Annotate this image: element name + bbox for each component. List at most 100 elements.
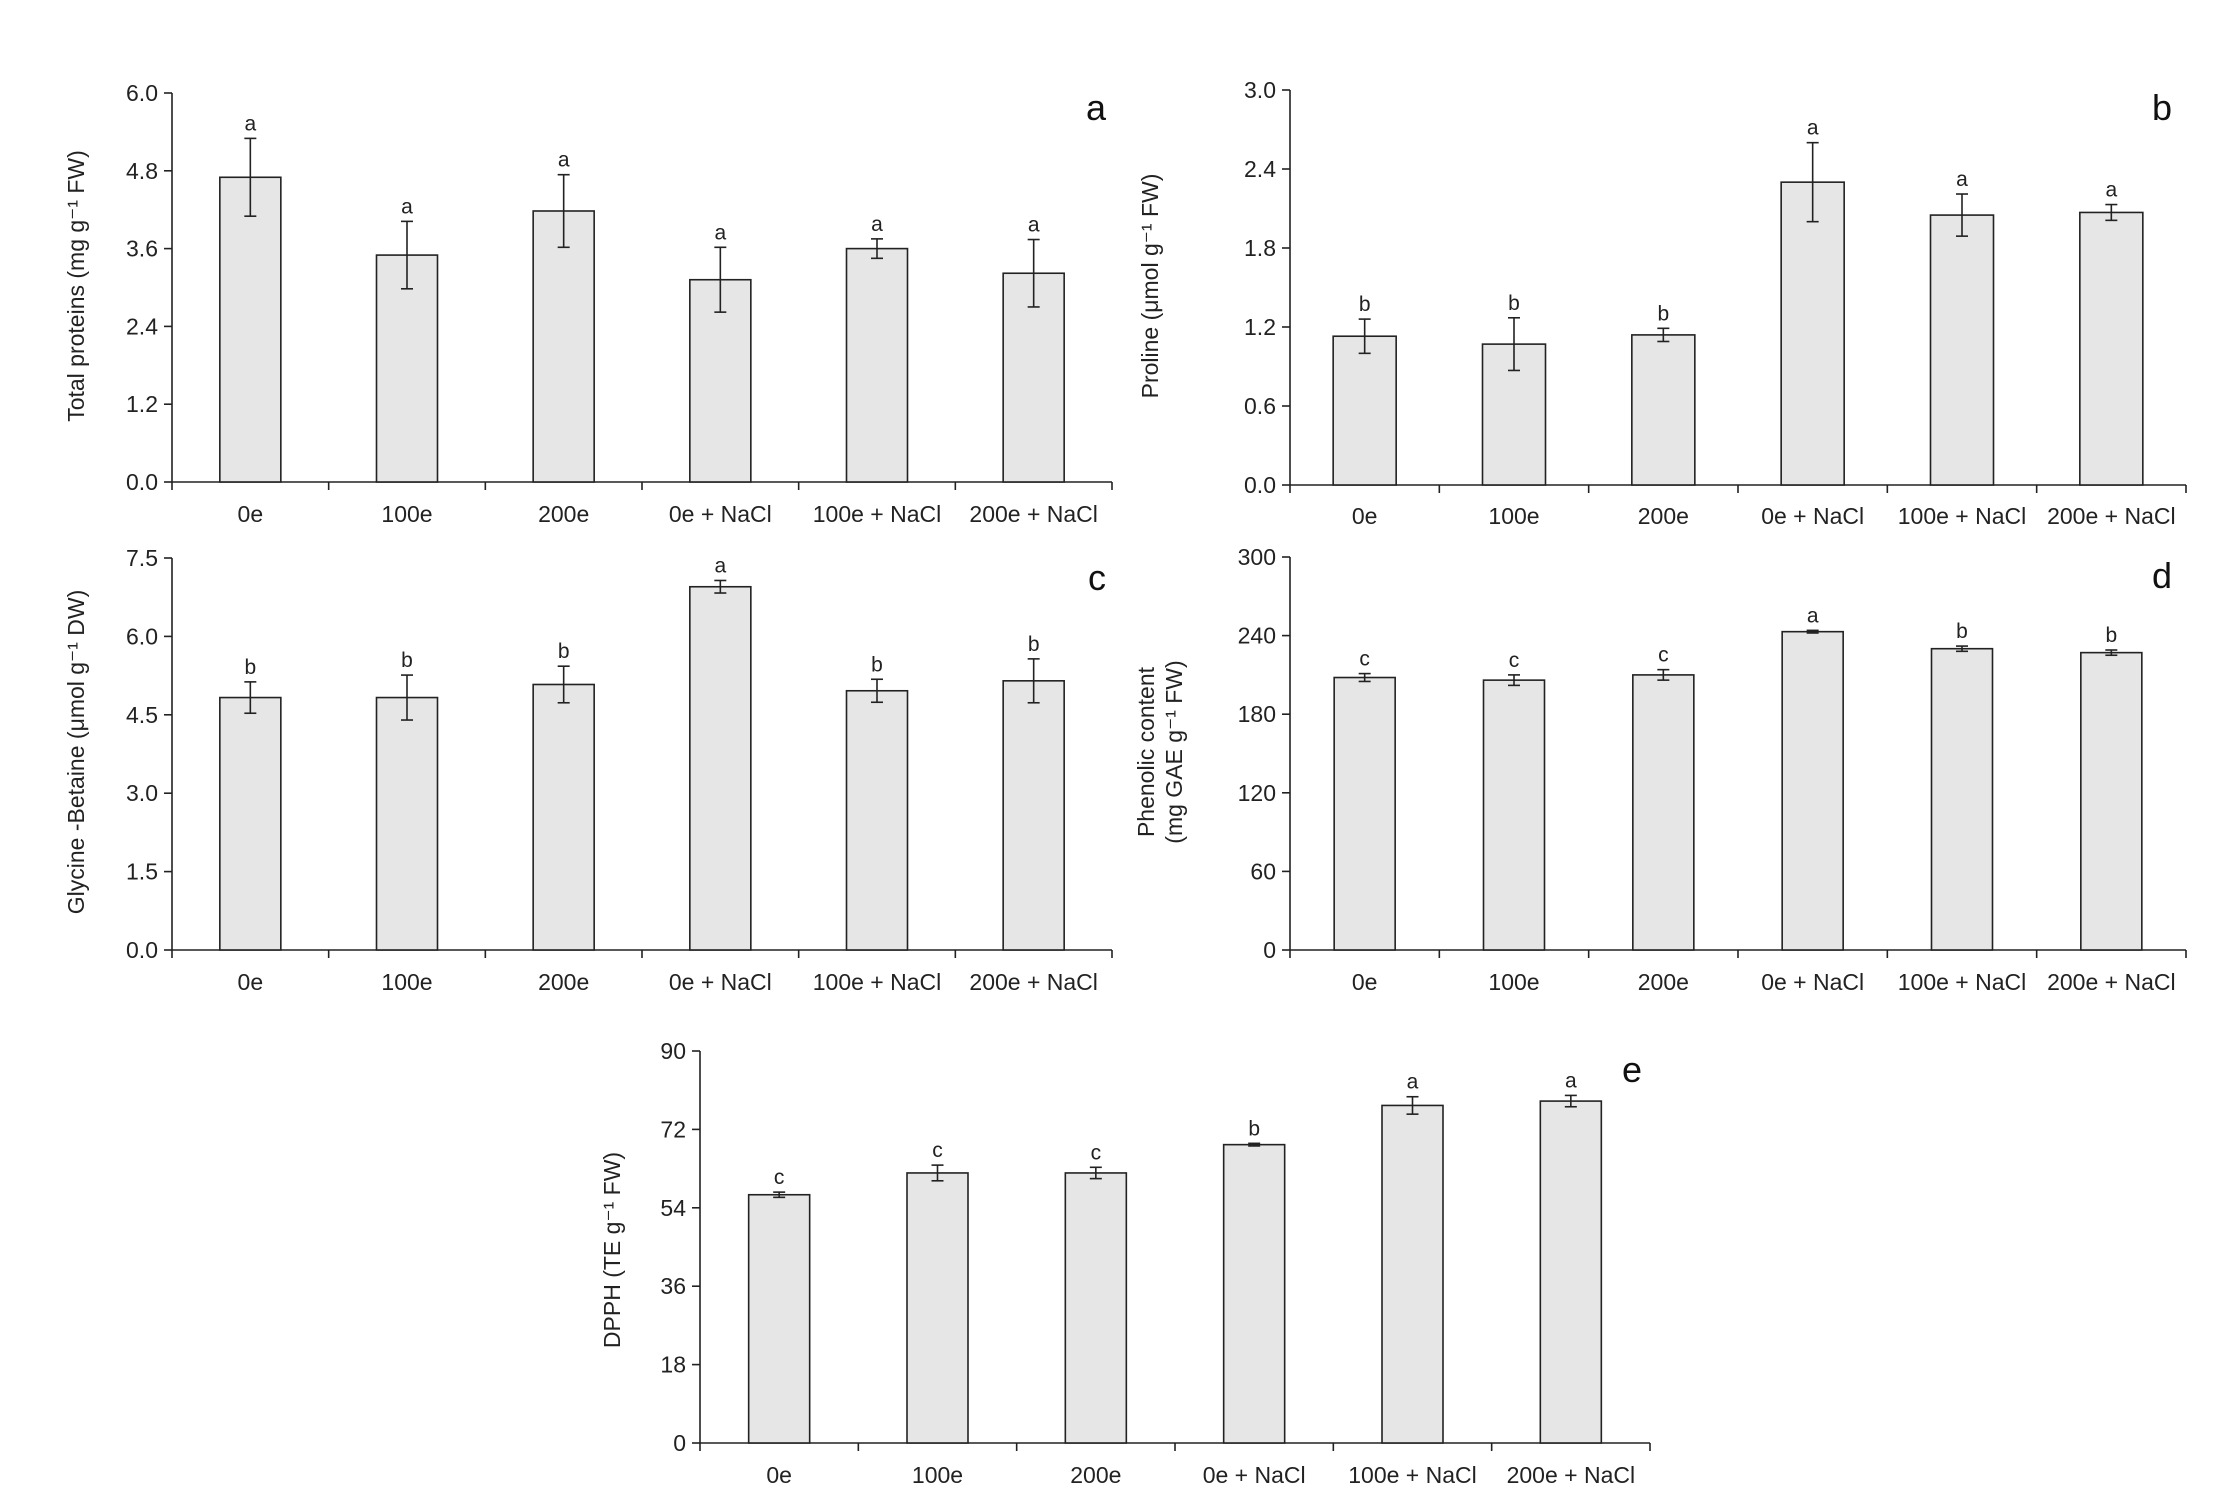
panel-label: e — [1622, 1049, 1642, 1090]
significance-letter: c — [1658, 644, 1669, 667]
y-tick-label: 0 — [673, 1430, 686, 1456]
bar — [1929, 214, 1995, 486]
y-axis-title: Total proteins (mg g⁻¹ FW) — [63, 150, 89, 422]
category-label: 0e + NaCl — [669, 501, 772, 527]
category-label: 0e — [1352, 503, 1378, 529]
y-tick-label: 18 — [660, 1352, 686, 1378]
bar — [1930, 647, 1994, 951]
category-label: 100e + NaCl — [1898, 503, 2027, 529]
bar — [219, 696, 282, 951]
panel-b-chart: 0.0 0.6 1.2 1.8 2.4 3.0 b 0e b 100e b 200e a 0e + NaC… — [1137, 77, 2187, 529]
y-tick-label: 0.6 — [1244, 393, 1276, 419]
y-tick-label: 60 — [1250, 858, 1276, 884]
category-label: 0e + NaCl — [1203, 1462, 1306, 1488]
y-tick-label: 3.6 — [126, 236, 158, 262]
bar — [219, 176, 282, 483]
significance-letter: a — [714, 554, 726, 577]
bar — [2079, 211, 2144, 486]
y-tick-label: 2.4 — [1244, 156, 1276, 182]
significance-letter: c — [1359, 648, 1370, 671]
y-axis-title: DPPH (TE g⁻¹ FW) — [599, 1152, 625, 1348]
panel-e-chart: 0 18 36 54 72 90 c 0e c 100e c 200e b 0e + NaCl a 100e … — [599, 1038, 1651, 1488]
y-tick-label: 2.4 — [126, 313, 158, 339]
significance-letter: c — [932, 1139, 943, 1162]
category-label: 0e — [766, 1462, 792, 1488]
bar — [845, 247, 909, 483]
bar — [1780, 181, 1845, 486]
significance-letter: a — [1807, 117, 1819, 140]
y-tick-label: 1.2 — [126, 391, 158, 417]
bar — [1064, 1172, 1128, 1444]
significance-letter: a — [871, 213, 883, 236]
bar — [1333, 676, 1396, 951]
significance-letter: a — [714, 221, 726, 244]
significance-letter: a — [1407, 1071, 1419, 1094]
category-label: 100e — [1488, 969, 1539, 995]
bar — [1002, 272, 1065, 483]
y-tick-label: 3.0 — [126, 780, 158, 806]
significance-letter: b — [1657, 302, 1669, 325]
y-tick-label: 36 — [660, 1273, 686, 1299]
y-tick-label: 6.0 — [126, 80, 158, 106]
y-tick-label: 1.8 — [1244, 235, 1276, 261]
bar — [1332, 335, 1397, 486]
bar — [747, 1193, 811, 1444]
significance-letter: c — [1509, 649, 1520, 672]
bar — [532, 210, 595, 483]
category-label: 200e — [1638, 969, 1689, 995]
category-label: 100e + NaCl — [813, 969, 942, 995]
bar — [1632, 674, 1695, 951]
significance-letter: c — [774, 1166, 785, 1189]
y-tick-label: 0.0 — [126, 937, 158, 963]
bar — [1222, 1143, 1286, 1444]
y-tick-label: 120 — [1238, 780, 1276, 806]
panel-label: b — [2152, 87, 2172, 128]
bar — [2080, 651, 2143, 951]
bar — [906, 1172, 969, 1444]
category-label: 100e — [381, 501, 432, 527]
category-label: 100e + NaCl — [813, 501, 942, 527]
y-axis-title-line: Phenolic content — [1133, 666, 1159, 837]
bar — [1631, 334, 1696, 486]
y-axis-title-line: (mg GAE g⁻¹ FW) — [1161, 660, 1187, 843]
category-label: 200e + NaCl — [2047, 503, 2176, 529]
bar — [1381, 1104, 1444, 1444]
y-tick-label: 7.5 — [126, 545, 158, 571]
significance-letter: a — [244, 112, 256, 135]
y-tick-label: 90 — [660, 1038, 686, 1064]
y-axis-title: Phenolic content(mg GAE g⁻¹ FW) — [1133, 660, 1187, 843]
significance-letter: a — [1807, 604, 1819, 627]
category-label: 0e + NaCl — [1761, 969, 1864, 995]
panel-label: d — [2152, 555, 2172, 596]
y-tick-label: 4.5 — [126, 702, 158, 728]
y-tick-label: 3.0 — [1244, 77, 1276, 103]
significance-letter: b — [244, 656, 256, 679]
significance-letter: b — [871, 653, 883, 676]
bar — [375, 696, 439, 951]
y-tick-label: 300 — [1238, 544, 1276, 570]
category-label: 200e + NaCl — [2047, 969, 2176, 995]
panel-label: c — [1088, 557, 1106, 598]
category-label: 200e — [1070, 1462, 1121, 1488]
y-axis-title: Glycine -Betaine (μmol g⁻¹ DW) — [63, 590, 89, 914]
significance-letter: c — [1091, 1141, 1102, 1164]
significance-letter: a — [2105, 179, 2117, 202]
bar — [689, 278, 752, 483]
bar — [1781, 630, 1844, 951]
y-tick-label: 54 — [660, 1195, 686, 1221]
category-label: 0e — [238, 969, 264, 995]
y-tick-label: 4.8 — [126, 158, 158, 184]
bar — [689, 585, 752, 951]
significance-letter: b — [1508, 292, 1520, 315]
y-tick-label: 72 — [660, 1116, 686, 1142]
significance-letter: b — [1028, 633, 1040, 656]
category-label: 200e — [538, 501, 589, 527]
panel-d-chart: 0 60 120 180 240 300 c 0e c 100e c 200e a 0e + NaCl b 1… — [1133, 544, 2187, 995]
y-tick-label: 6.0 — [126, 623, 158, 649]
panel-label: a — [1086, 87, 1107, 128]
y-tick-label: 180 — [1238, 701, 1276, 727]
significance-letter: b — [1359, 293, 1371, 316]
y-tick-label: 0.0 — [126, 469, 158, 495]
category-label: 100e + NaCl — [1898, 969, 2027, 995]
